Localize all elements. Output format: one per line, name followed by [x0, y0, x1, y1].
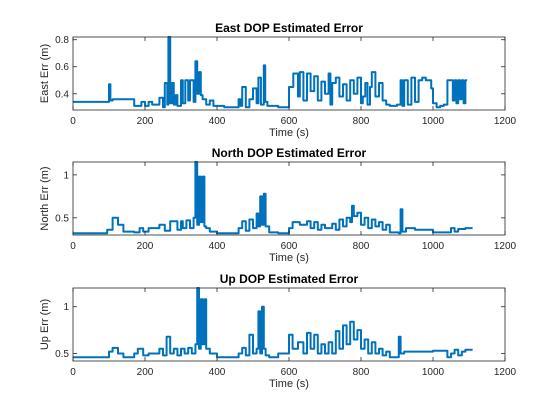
x-tick-label: 400: [209, 241, 226, 252]
y-tick-label: 0.5: [55, 349, 69, 360]
chart-title: East DOP Estimated Error: [215, 21, 363, 35]
y-tick-label: 0.4: [55, 89, 69, 100]
x-tick-label: 1000: [422, 116, 445, 127]
x-tick-label: 0: [70, 367, 76, 378]
plot-area: [73, 162, 505, 235]
x-axis-label: Time (s): [269, 378, 309, 390]
y-axis-label: North Err (m): [39, 166, 51, 230]
x-tick-label: 800: [353, 116, 370, 127]
x-tick-label: 400: [209, 116, 226, 127]
y-tick-label: 0.5: [55, 213, 69, 224]
y-tick-label: 1: [63, 302, 69, 313]
x-tick-label: 800: [353, 241, 370, 252]
x-tick-label: 800: [353, 367, 370, 378]
x-tick-label: 600: [281, 367, 298, 378]
x-tick-label: 200: [137, 116, 154, 127]
x-axis-label: Time (s): [269, 252, 309, 264]
x-tick-label: 0: [70, 116, 76, 127]
x-tick-label: 200: [137, 367, 154, 378]
y-tick-label: 0.8: [55, 35, 69, 46]
x-tick-label: 1000: [422, 241, 445, 252]
chart-title: Up DOP Estimated Error: [220, 272, 359, 286]
series-line: [73, 36, 468, 109]
x-tick-label: 400: [209, 367, 226, 378]
subplot-1: 0 200 400 600 800 1000 1200 0.4 0.6 0.8 East DOP E…: [39, 21, 517, 139]
series-line: [73, 287, 473, 359]
x-tick-label: 1200: [494, 367, 517, 378]
x-tick-label: 1200: [494, 241, 517, 252]
chart-title: North DOP Estimated Error: [212, 146, 367, 160]
y-tick-label: 1: [63, 170, 69, 181]
x-axis-label: Time (s): [269, 127, 309, 139]
y-axis-label: Up Err (m): [39, 299, 51, 350]
series-line: [73, 161, 473, 235]
y-tick-label: 0.6: [55, 62, 69, 73]
x-tick-label: 0: [70, 241, 76, 252]
subplot-3: 0 200 400 600 800 1000 1200 0.5 1 Up DOP Estimate…: [39, 272, 517, 390]
x-tick-label: 200: [137, 241, 154, 252]
subplot-2: 0 200 400 600 800 1000 1200 0.5 1 North DOP Estim…: [39, 146, 517, 264]
x-tick-label: 600: [281, 116, 298, 127]
x-tick-label: 1200: [494, 116, 517, 127]
x-tick-label: 1000: [422, 367, 445, 378]
y-axis-label: East Err (m): [39, 44, 51, 103]
x-tick-label: 600: [281, 241, 298, 252]
